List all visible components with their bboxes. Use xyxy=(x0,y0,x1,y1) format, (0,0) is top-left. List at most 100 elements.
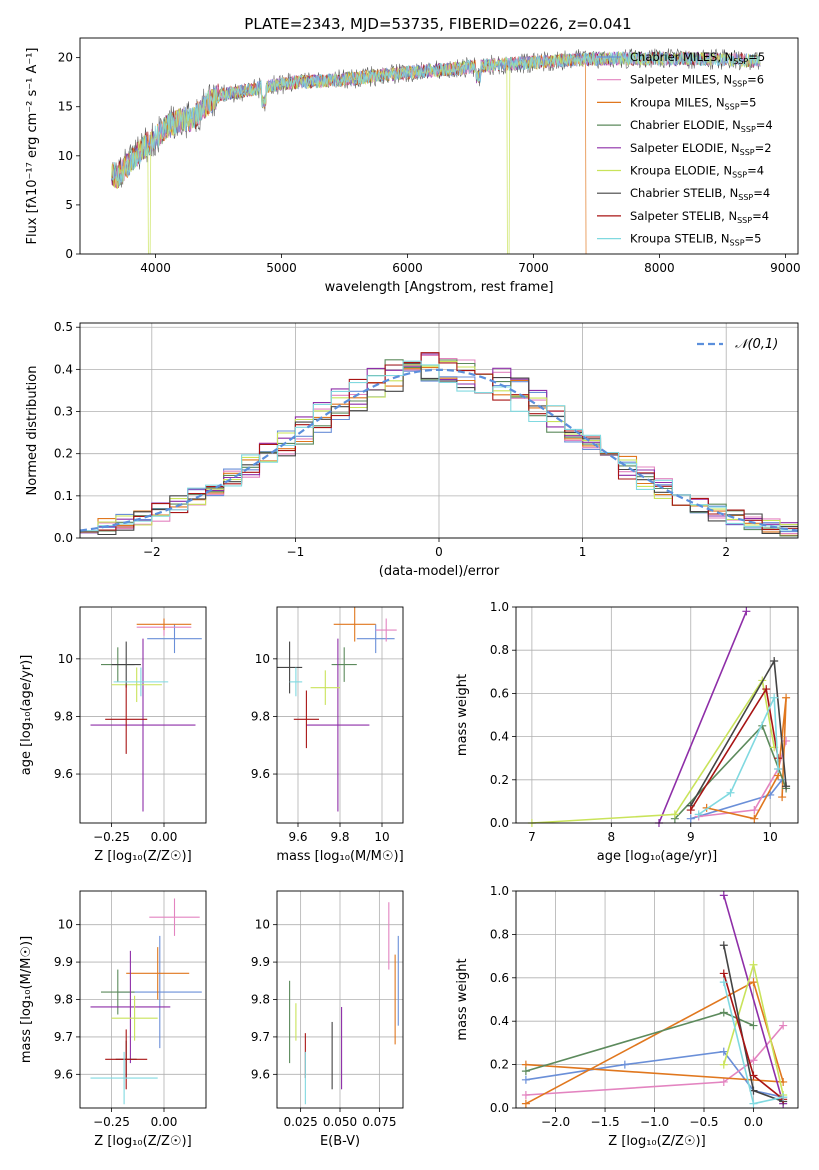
weight_vs_z-xlabel: Z [log₁₀(Z/Z☉)] xyxy=(608,1134,705,1149)
weight_vs_age-line-salpeter-elodie xyxy=(658,610,748,824)
residuals-ytick-label: 0.5 xyxy=(54,320,73,334)
mass_vs_ebv-xlabel: E(B-V) xyxy=(320,1134,360,1149)
spectrum-legend-label: Kroupa STELIB, NSSP=5 xyxy=(630,232,761,248)
weight_vs_age-marker-kroupa-elodie xyxy=(670,810,679,819)
mass_vs_ebv-xtick-label: 0.025 xyxy=(283,1115,317,1129)
weight_vs_z-xtick-label: −2.0 xyxy=(541,1115,570,1129)
weight_vs_z-xtick-label: −0.5 xyxy=(689,1115,718,1129)
spectrum-ytick-label: 5 xyxy=(65,198,73,212)
mass_vs_ebv-xtick-label: 0.050 xyxy=(323,1115,357,1129)
mass_vs_ebv-axes: 0.025 0.050 0.075 9.6 9.7 9.8 9.9 10 E(B-V) xyxy=(251,891,403,1149)
weight_vs_z-ytick-label: 0.0 xyxy=(490,1101,509,1115)
weight_vs_z-marker-kroupa-stelib xyxy=(779,1093,788,1102)
weight_vs_age-xtick-label: 8 xyxy=(608,830,616,844)
weight_vs_age-ytick-label: 0.2 xyxy=(490,773,509,787)
spectrum-series-kroupa-stelib xyxy=(111,50,761,187)
spectrum-xtick-label: 5000 xyxy=(266,261,297,275)
residuals-frame xyxy=(79,322,799,539)
figure-title: PLATE=2343, MJD=53735, FIBERID=0226, z=0… xyxy=(244,15,631,33)
weight_vs_z-ytick-label: 0.6 xyxy=(490,971,509,985)
age_vs_z-ytick-label: 10 xyxy=(58,652,73,666)
mass_vs_ebv-frame xyxy=(276,890,404,1109)
weight_vs_age-ytick-label: 0.8 xyxy=(490,643,509,657)
residuals-legend-label: 𝒩(0,1) xyxy=(735,337,778,352)
mass_vs_ebv-ytick-label: 9.7 xyxy=(251,1030,270,1044)
mass_vs_ebv-ytick-label: 9.6 xyxy=(251,1067,270,1081)
mass_vs_ebv-ytick-label: 9.9 xyxy=(251,955,270,969)
weight_vs_age-marker-chabrier-stelib xyxy=(782,782,791,791)
weight_vs_z-ylabel: mass weight xyxy=(455,958,470,1040)
mass_vs_z-xlabel: Z [log₁₀(Z/Z☉)] xyxy=(94,1134,191,1149)
weight_vs_z-xtick-label: −1.0 xyxy=(640,1115,669,1129)
spectrum-legend-label: Chabrier STELIB, NSSP=4 xyxy=(630,186,770,202)
weight_vs_age-ytick-label: 0.0 xyxy=(490,816,509,830)
age_vs_mass-axes: 9.6 9.8 10 9.6 9.8 10 mass [log₁₀(M/M☉)] xyxy=(251,607,404,864)
weight_vs_age-ytick-label: 0.6 xyxy=(490,686,509,700)
spectrum-xtick-label: 9000 xyxy=(770,261,801,275)
age_vs_mass-xlabel: mass [log₁₀(M/M☉)] xyxy=(276,849,403,864)
mass_vs_ebv-ytick-label: 9.8 xyxy=(251,993,270,1007)
residuals-xtick-label: −1 xyxy=(287,545,305,559)
age_vs_mass-xtick-label: 9.6 xyxy=(288,830,307,844)
mass_vs_z-axes: −0.25 0.00 9.6 9.7 9.8 9.9 10 Z [log₁₀(Z/Z☉)] ma… xyxy=(19,891,206,1149)
weight_vs_age-ytick-label: 0.4 xyxy=(490,730,509,744)
weight_vs_z-marker-salpeter-stelib xyxy=(749,1071,758,1080)
mass_vs_z-ytick-label: 9.8 xyxy=(54,993,73,1007)
residuals-ylabel: Normed distribution xyxy=(25,366,40,496)
weight_vs_z-line-salpeter-miles xyxy=(525,1024,784,1096)
weight_vs_z-marker-kroupa-elodie xyxy=(719,1060,728,1069)
weight_vs_age-marker-kroupa-stelib xyxy=(770,693,779,702)
weight_vs_z-marker-salpeter-stelib xyxy=(719,969,728,978)
spectrum-xtick-label: 8000 xyxy=(644,261,675,275)
age_vs_z-ytick-label: 9.6 xyxy=(54,767,73,781)
weight_vs_z-marker-kroupa-stelib xyxy=(719,978,728,987)
residuals-xtick-label: 2 xyxy=(722,545,730,559)
weight_vs_age-ylabel: mass weight xyxy=(455,674,470,756)
residuals-ytick-label: 0.0 xyxy=(54,531,73,545)
age_vs_z-frame xyxy=(79,606,207,824)
weight_vs_z-frame xyxy=(515,890,799,1109)
mass_vs_z-ytick-label: 10 xyxy=(58,918,73,932)
weight_vs_z-marker-salpeter-miles xyxy=(749,1056,758,1065)
weight_vs_z-marker-kroupa-miles xyxy=(521,1099,530,1108)
mass_vs_z-ytick-label: 9.6 xyxy=(54,1067,73,1081)
residuals-ytick-label: 0.1 xyxy=(54,489,73,503)
weight_vs_age-line-kroupa-stelib xyxy=(698,697,779,816)
age_vs_z-xlabel: Z [log₁₀(Z/Z☉)] xyxy=(94,849,191,864)
weight_vs_age-xtick-label: 7 xyxy=(528,830,536,844)
weight_vs_age-marker-chabrier-stelib xyxy=(770,657,779,665)
age_vs_mass-ytick-label: 9.6 xyxy=(251,767,270,781)
weight_vs_age-xlabel: age [log₁₀(age/yr)] xyxy=(597,849,718,864)
spectrum-legend-label: Salpeter ELODIE, NSSP=2 xyxy=(630,141,772,157)
spectrum-axes: 4000 5000 6000 7000 8000 9000 0 5 10 15 20 waveleng… xyxy=(25,48,801,296)
weight_vs_age-xtick-label: 10 xyxy=(763,830,778,844)
weight_vs_z-marker-chabrier-miles xyxy=(620,1060,629,1069)
weight_vs_age-frame xyxy=(515,606,799,824)
residuals-normal-curve xyxy=(79,368,799,532)
spectrum-xtick-label: 4000 xyxy=(140,261,171,275)
mass_vs_z-points xyxy=(90,898,202,1105)
weight_vs_age-marker-salpeter-stelib xyxy=(762,685,771,694)
age_vs_z-points xyxy=(90,618,202,812)
spectrum-legend-label: Chabrier MILES, NSSP=5 xyxy=(630,50,765,66)
weight_vs_age-marker-kroupa-miles xyxy=(750,814,759,823)
spectrum-legend-label: Chabrier ELODIE, NSSP=4 xyxy=(630,118,773,134)
weight_vs_z-xtick-label: 0.0 xyxy=(744,1115,763,1129)
weight_vs_age-marker-salpeter-miles xyxy=(782,736,791,745)
weight_vs_z-marker-chabrier-elodie xyxy=(719,1008,728,1017)
weight_vs_z-marker-chabrier-miles xyxy=(719,1047,728,1056)
weight_vs_z-marker-chabrier-elodie xyxy=(749,1021,758,1030)
age_vs_mass-xtick-label: 10 xyxy=(374,830,389,844)
weight_vs_age-xtick-label: 9 xyxy=(687,830,695,844)
spectrum-ytick-label: 0 xyxy=(65,247,73,261)
mass_vs_z-ytick-label: 9.7 xyxy=(54,1030,73,1044)
spectrum-series-chabrier-miles xyxy=(111,51,761,186)
residuals-ytick-label: 0.3 xyxy=(54,405,73,419)
weight_vs_age-line-kroupa-elodie xyxy=(531,678,775,824)
weight_vs_age-marker-salpeter-elodie xyxy=(742,607,751,616)
weight_vs_age-marker-kroupa-stelib xyxy=(774,765,783,773)
age_vs_z-ylabel: age [log₁₀(age/yr)] xyxy=(19,655,34,776)
weight_vs_age-marker-chabrier-miles xyxy=(686,814,695,823)
weight_vs_age-marker-kroupa-miles xyxy=(782,693,791,702)
weight_vs_z-marker-chabrier-elodie xyxy=(521,1067,530,1076)
